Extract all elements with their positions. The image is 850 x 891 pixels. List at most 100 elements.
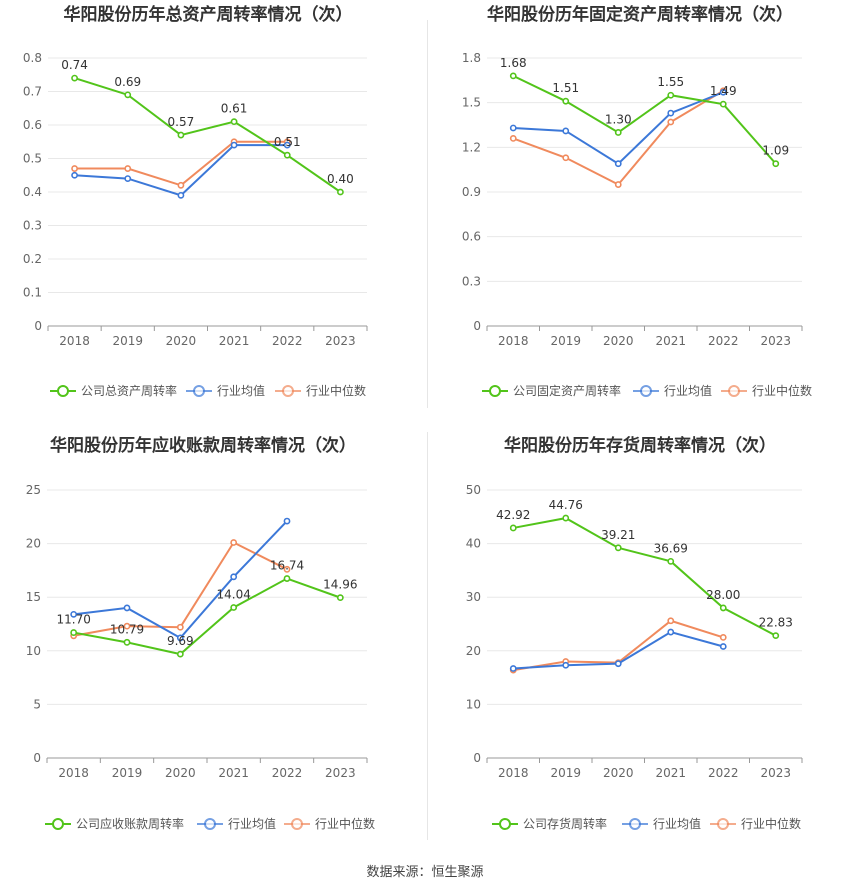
data-point-industry_median	[719, 634, 727, 641]
data-point-company	[177, 131, 185, 139]
data-label: 1.68	[500, 56, 527, 70]
y-tick-label: 10	[26, 644, 41, 658]
data-label: 1.49	[710, 84, 737, 98]
x-tick-label: 2021	[655, 766, 686, 780]
y-tick-label: 0.6	[462, 230, 481, 244]
y-tick-label: 0.9	[462, 185, 481, 199]
data-point-company	[719, 604, 727, 612]
legend-marker	[291, 818, 303, 830]
x-tick-label: 2022	[708, 766, 739, 780]
legend-marker	[728, 385, 740, 397]
x-tick-label: 2019	[550, 334, 581, 348]
data-point-industry_median	[230, 539, 238, 546]
data-point-company	[70, 629, 78, 636]
legend-label: 行业均值	[664, 383, 712, 398]
data-label: 11.70	[56, 613, 90, 627]
data-point-industry_avg	[562, 661, 570, 669]
data-point-industry_avg	[283, 141, 291, 149]
legend-label: 行业中位数	[752, 383, 812, 398]
y-tick-label: 0	[33, 751, 41, 765]
data-point-industry_avg	[177, 191, 185, 199]
y-tick-label: 1.5	[462, 96, 481, 110]
chart-title: 华阳股份历年应收账款周转率情况（次）	[50, 435, 356, 456]
legend-label: 行业均值	[217, 383, 265, 398]
data-point-industry_median	[667, 617, 675, 625]
legend-marker	[52, 818, 64, 830]
legend-label: 行业均值	[653, 816, 701, 831]
x-tick-label: 2020	[603, 766, 634, 780]
data-point-company	[772, 632, 780, 640]
legend-item-industry_median: 行业中位数	[275, 383, 366, 398]
x-tick-label: 2020	[603, 334, 634, 348]
legend-item-company: 公司固定资产周转率	[482, 383, 621, 398]
chart-receivables-turnover: 华阳股份历年应收账款周转率情况（次） 0 5 10 15 20 25 2018 2019 2020…	[26, 435, 375, 831]
y-tick-label: 0.3	[462, 274, 481, 288]
y-tick-label: 1.2	[462, 140, 481, 154]
data-source: 数据来源：恒生聚源	[366, 865, 484, 880]
data-point-industry_median	[614, 181, 622, 188]
data-point-industry_avg	[667, 109, 675, 117]
chart-body: 华阳股份历年固定资产周转率情况（次） 0 0.3 0.6 0.9 1.2 1.5 1.8 201…	[462, 4, 812, 398]
data-point-industry_median	[283, 565, 291, 573]
y-tick-label: 1.8	[462, 51, 481, 65]
data-point-industry_avg	[719, 88, 727, 96]
data-point-industry_median	[176, 623, 184, 631]
x-tick-label: 2019	[550, 766, 581, 780]
legend-item-industry_median: 行业中位数	[710, 816, 801, 831]
x-tick-label: 2020	[165, 766, 196, 780]
data-label: 0.40	[327, 172, 354, 186]
data-point-industry_avg	[667, 628, 675, 636]
y-tick-label: 20	[26, 537, 41, 551]
y-tick-label: 0.4	[23, 185, 42, 199]
legend-label: 行业中位数	[741, 816, 801, 831]
chart-body: 华阳股份历年存货周转率情况（次） 0 10 20 30 40 50 2018 2019 2020 2…	[466, 435, 803, 831]
x-tick-label: 2021	[655, 334, 686, 348]
data-point-company	[337, 188, 344, 196]
series-line-company	[74, 77, 341, 193]
y-tick-label: 0.2	[23, 252, 42, 266]
data-point-industry_median	[123, 622, 131, 630]
data-point-company	[71, 74, 78, 82]
legend-item-company: 公司应收账款周转率	[45, 816, 184, 831]
y-tick-label: 30	[466, 590, 481, 604]
data-label: 42.92	[496, 508, 530, 522]
data-point-company	[283, 151, 291, 159]
legend-marker	[57, 385, 69, 397]
chart-inventory-turnover: 华阳股份历年存货周转率情况（次） 0 10 20 30 40 50 2018 2019 2020 2…	[466, 435, 803, 831]
data-point-company	[230, 118, 238, 126]
x-tick-label: 2018	[58, 766, 89, 780]
x-tick-label: 2023	[760, 766, 791, 780]
data-point-industry_avg	[124, 175, 132, 182]
chart-total-asset-turnover: 华阳股份历年总资产周转率情况（次） 0 0.1 0.2 0.3 0.4 0.5 0.6 0.7 0…	[23, 4, 368, 398]
data-point-industry_avg	[614, 160, 622, 168]
chart-title: 华阳股份历年总资产周转率情况（次）	[64, 4, 353, 25]
data-point-industry_avg	[283, 517, 291, 525]
legend-item-company: 公司总资产周转率	[50, 383, 177, 398]
legend-item-industry_median: 行业中位数	[721, 383, 812, 398]
data-point-industry_avg	[123, 604, 131, 612]
chart-fixed-asset-turnover: 华阳股份历年固定资产周转率情况（次） 0 0.3 0.6 0.9 1.2 1.5 1.8 201…	[462, 4, 812, 398]
series-line-industry_avg	[73, 520, 288, 640]
data-point-company	[509, 72, 517, 80]
y-tick-label: 0.6	[23, 118, 42, 132]
x-tick-label: 2021	[218, 766, 249, 780]
y-tick-label: 0.3	[23, 219, 42, 233]
series-line-company	[73, 577, 341, 656]
data-point-company	[562, 97, 570, 105]
data-point-industry_avg	[230, 573, 238, 581]
data-label: 44.76	[549, 498, 583, 512]
data-point-company	[667, 557, 675, 565]
data-label: 9.69	[167, 634, 194, 648]
x-tick-label: 2022	[708, 334, 739, 348]
data-point-industry_median	[124, 165, 132, 172]
legend-item-company: 公司存货周转率	[492, 816, 607, 831]
legend-label: 行业均值	[228, 816, 276, 831]
data-point-industry_median	[71, 165, 78, 172]
x-tick-label: 2022	[272, 766, 303, 780]
data-point-industry_avg	[719, 643, 727, 650]
data-point-industry_avg	[509, 124, 517, 132]
y-tick-label: 0.8	[23, 51, 42, 65]
legend-marker	[717, 818, 729, 830]
chart-body: 华阳股份历年总资产周转率情况（次） 0 0.1 0.2 0.3 0.4 0.5 0.6 0.7 0…	[23, 4, 368, 398]
